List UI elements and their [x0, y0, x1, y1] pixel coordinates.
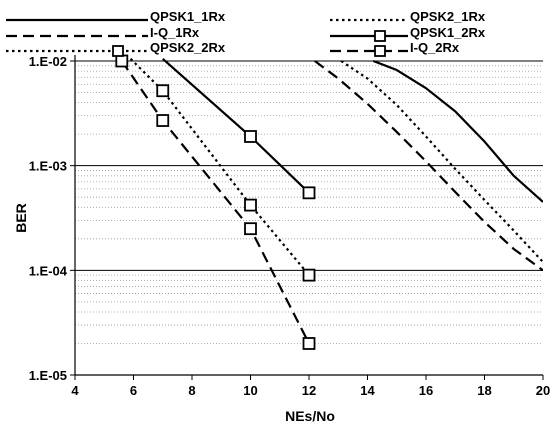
legend-text-bg [408, 40, 504, 54]
x-tick-label: 16 [419, 383, 433, 398]
x-tick-label: 18 [477, 383, 491, 398]
legend-marker-i-q-2rx [374, 45, 386, 57]
data-point-i-q-2rx [244, 222, 257, 236]
legend-text-bg [408, 9, 504, 23]
legend-label-i-q-2rx: I-Q_2Rx [410, 40, 460, 55]
legend-text-bg [148, 25, 244, 39]
x-tick-label: 6 [130, 383, 137, 398]
plot-area [75, 61, 543, 375]
legend-text-bg [408, 25, 504, 39]
x-tick-label: 8 [188, 383, 195, 398]
legend-marker-qpsk1-2rx [374, 30, 386, 42]
legend-marker-qpsk2-2rx [112, 45, 124, 57]
series-group [115, 54, 543, 350]
series-line-qpsk2-1rx [340, 60, 543, 263]
legend: QPSK1_1Rx QPSK2_1Rx I-Q_1Rx QPSK1_2Rx QPSK2_… [6, 9, 504, 57]
data-point-i-q-2rx [302, 337, 316, 350]
x-tick-label: 10 [243, 383, 257, 398]
y-tick-label: 1.E-03 [29, 159, 67, 174]
series-line-qpsk1-1rx [372, 59, 543, 203]
x-tick-label: 4 [71, 383, 79, 398]
data-point-i-q-2rx [115, 54, 129, 68]
legend-label-qpsk2-1rx: QPSK2_1Rx [410, 9, 486, 24]
legend-label-qpsk2-2rx: QPSK2_2Rx [150, 40, 226, 55]
series-line-i-q-2rx [120, 60, 310, 344]
data-point-qpsk1-2rx [302, 186, 316, 200]
y-axis-label: BER [13, 203, 29, 233]
data-point-qpsk2-2rx [302, 268, 316, 282]
series-line-qpsk2-2rx [129, 58, 310, 276]
tick-labels: 4 6 8 10 12 14 16 18 20 1.E-02 1.E-03 1.E-04 1.E-05 [29, 54, 550, 398]
data-point-qpsk2-2rx [244, 198, 257, 212]
x-tick-label: 12 [302, 383, 316, 398]
x-axis-label: NEs/No [285, 408, 335, 424]
x-tick-label: 20 [536, 383, 550, 398]
x-tick-label: 14 [360, 383, 375, 398]
legend-label-qpsk1-2rx: QPSK1_2Rx [410, 25, 486, 40]
y-tick-label: 1.E-02 [29, 54, 67, 69]
data-point-qpsk1-2rx [244, 130, 257, 143]
y-tick-label: 1.E-05 [29, 368, 67, 383]
legend-label-qpsk1-1rx: QPSK1_1Rx [150, 9, 226, 24]
data-point-qpsk2-2rx [156, 84, 170, 98]
legend-text-bg [148, 9, 244, 23]
series-line-i-q-1rx [314, 60, 543, 272]
plot-background [75, 61, 543, 375]
axes [70, 55, 544, 380]
legend-label-i-q-1rx: I-Q_1Rx [150, 25, 200, 40]
data-point-i-q-2rx [156, 114, 170, 127]
legend-text-bg [148, 40, 244, 54]
y-tick-label: 1.E-04 [29, 263, 68, 278]
